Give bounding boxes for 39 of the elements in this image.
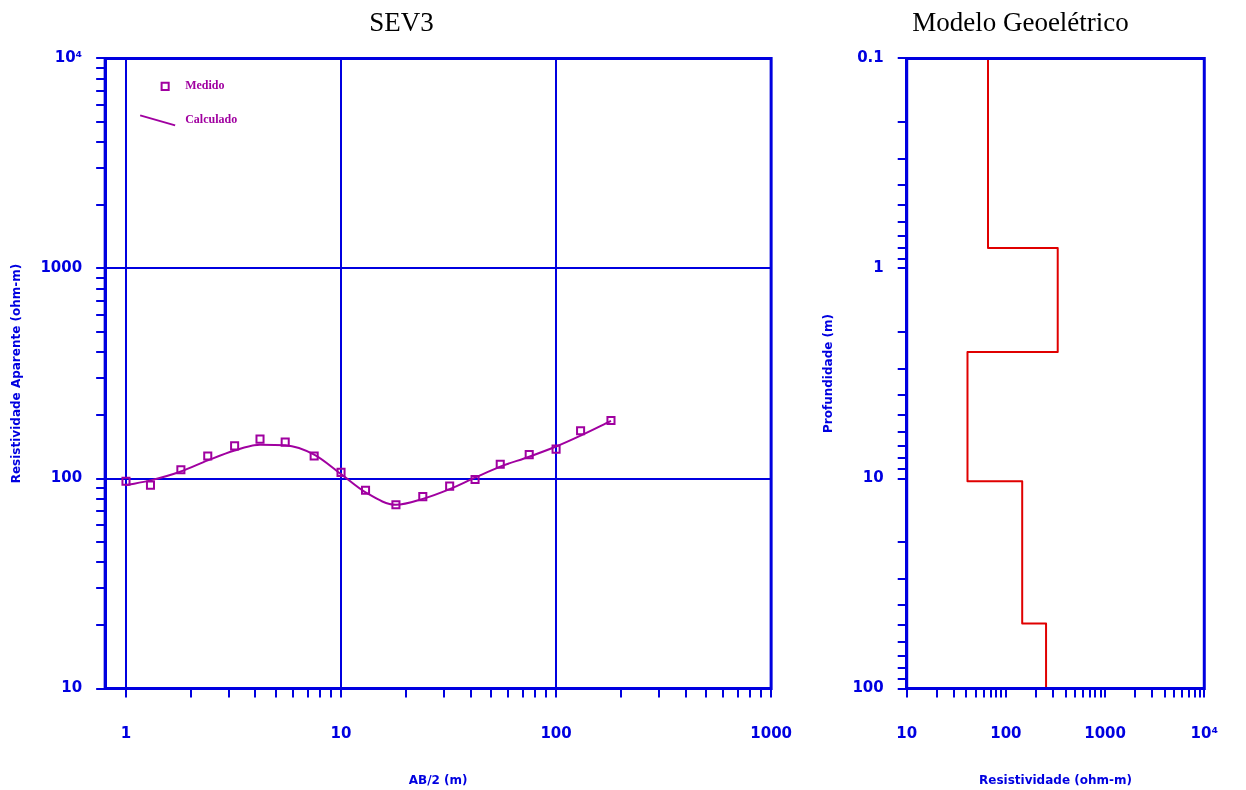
x-tick-label: 1000 [750,724,792,743]
point [309,451,319,461]
point [445,481,455,491]
x-tick-label: 100 [540,724,572,743]
x-axis-title: AB/2 (m) [408,772,468,787]
y-axis-title: Resistividade Aparente (ohm-m) [9,263,24,484]
x-tick-label: 1 [120,724,132,743]
chart-title: SEV3 [369,7,434,38]
point [230,441,240,451]
y-tick-label: 10 [61,678,83,697]
x-tick-label: 1000 [1084,724,1126,743]
y-tick-label: 0.1 [857,48,884,67]
chart-title: Modelo Geoelétrico [912,7,1129,38]
point [255,434,265,444]
y-tick-label: 1 [873,258,884,277]
y-tick-label: 1000 [40,258,83,277]
point [391,500,401,510]
point [576,426,586,436]
legend-label: Medido [185,78,225,93]
x-tick-label: 10 [896,724,918,743]
x-tick-label: 10⁴ [1190,724,1218,743]
y-tick-label: 100 [50,468,83,487]
y-tick-label: 10⁴ [54,48,83,67]
y-tick-label: 100 [852,678,884,697]
y-tick-label: 10 [862,468,884,487]
x-axis-title: Resistividade (ohm-m) [979,772,1132,787]
legend-label: Calculado [185,112,238,127]
point [121,476,131,486]
point [418,492,428,502]
x-tick-label: 100 [990,724,1022,743]
point [524,450,534,460]
point [606,415,616,425]
y-axis-title: Profundidade (m) [821,313,836,434]
point [336,467,346,477]
point [470,474,480,484]
point [203,451,213,461]
point [551,444,561,454]
point [176,465,186,475]
x-tick-label: 10 [330,724,352,743]
